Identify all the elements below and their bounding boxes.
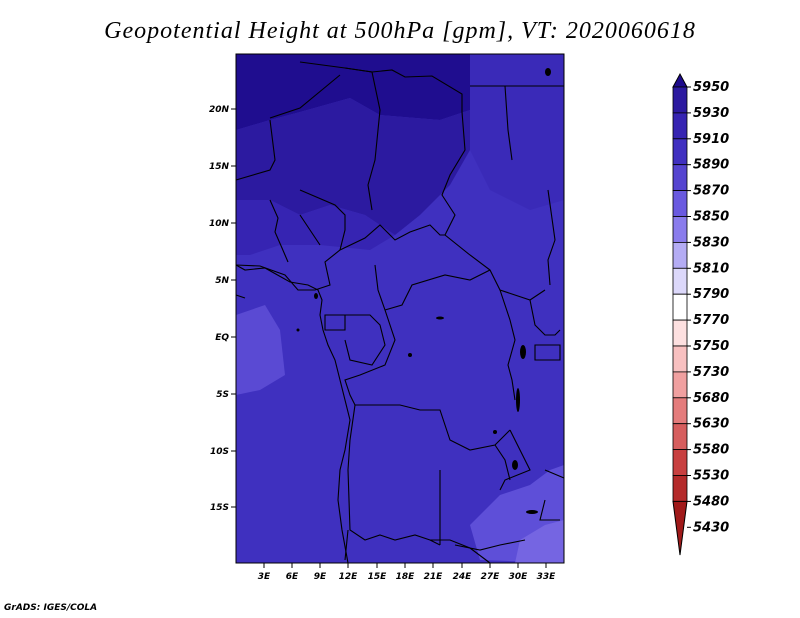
height-field: [236, 54, 564, 563]
colorbar-label: 5890: [693, 158, 729, 173]
coastline: [235, 264, 351, 564]
lon-label: 3E: [258, 572, 271, 582]
map-title: Geopotential Height at 500hPa [gpm], VT:…: [104, 18, 696, 44]
colorbar-label: 5830: [693, 235, 729, 250]
colorbar-swatch: [672, 164, 688, 191]
colorbar: 5950 5930 5910 5890 5870 5850 5830 5810 5790 5770…: [672, 72, 729, 556]
lat-label: 15N: [209, 162, 230, 172]
map-frame: [235, 53, 565, 564]
colorbar-label: 5810: [693, 261, 729, 276]
lon-label: 9E: [314, 572, 327, 582]
lon-label: 30E: [509, 572, 529, 582]
lat-label: EQ: [215, 333, 229, 343]
colorbar-label: 5430: [693, 520, 729, 535]
colorbar-swatch: [672, 267, 688, 295]
colorbar-label: 5930: [693, 106, 729, 121]
colorbar-swatch: [672, 371, 688, 399]
lat-label: 10S: [210, 447, 229, 457]
colorbar-swatch: [672, 190, 688, 217]
colorbar-swatch: [672, 293, 688, 321]
country-borders: [235, 61, 565, 564]
lon-label: 27E: [481, 572, 501, 582]
lon-label: 6E: [286, 572, 299, 582]
colorbar-label: 5680: [693, 391, 729, 406]
lat-label: 20N: [209, 105, 230, 115]
colorbar-swatch: [672, 86, 688, 114]
colorbar-swatch: [672, 319, 688, 347]
colorbar-label: 5790: [693, 287, 729, 302]
colorbar-swatch: [672, 216, 688, 243]
colorbar-swatch: [672, 138, 688, 166]
colorbar-label: 5630: [693, 417, 729, 432]
colorbar-label: 5580: [693, 443, 729, 458]
colorbar-label: 5770: [693, 313, 729, 328]
colorbar-label: 5730: [693, 365, 729, 380]
colorbar-swatch: [672, 241, 688, 269]
colorbar-label: 5870: [693, 184, 729, 199]
colorbar-label: 5910: [693, 132, 729, 147]
colorbar-label: 5850: [693, 210, 729, 225]
lon-label: 15E: [368, 572, 388, 582]
latitude-axis: 20N 15N 10N 5N EQ 5S 10S 15S: [209, 105, 236, 513]
colorbar-label: 5480: [693, 494, 729, 509]
lat-label: 15S: [210, 503, 229, 513]
colorbar-swatch: [672, 475, 688, 502]
longitude-axis: 3E 6E 9E 12E 15E 18E 21E 24E 27E 30E 33E: [258, 563, 556, 582]
colorbar-swatch: [672, 449, 688, 476]
grads-credit: GrADS: IGES/COLA: [4, 603, 98, 613]
lon-label: 24E: [453, 572, 473, 582]
lon-label: 33E: [537, 572, 557, 582]
colorbar-swatch: [672, 112, 688, 140]
colorbar-swatch: [672, 423, 688, 451]
lat-label: 5N: [215, 276, 229, 286]
colorbar-label: 5950: [693, 80, 729, 95]
lakes: [296, 68, 551, 514]
colorbar-swatch: [672, 397, 688, 425]
lat-label: 10N: [209, 219, 230, 229]
colorbar-top-arrow: [672, 72, 688, 88]
lon-label: 18E: [396, 572, 416, 582]
colorbar-label: 5530: [693, 469, 729, 484]
lat-label: 5S: [216, 390, 229, 400]
colorbar-label: 5750: [693, 339, 729, 354]
lon-label: 21E: [424, 572, 444, 582]
lon-label: 12E: [339, 572, 359, 582]
colorbar-bottom-arrow: [672, 500, 688, 556]
colorbar-swatch: [672, 345, 688, 373]
